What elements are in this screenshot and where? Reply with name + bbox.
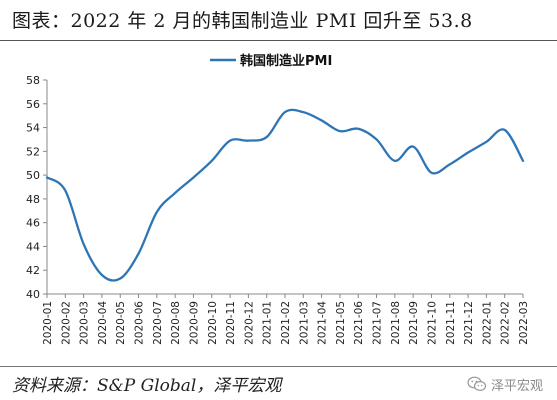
y-tick-label: 52	[26, 145, 40, 158]
watermark-label: 泽平宏观	[490, 378, 543, 394]
x-tick-label: 2020-03	[79, 301, 91, 345]
wechat-icon	[467, 376, 487, 392]
page-title: 图表：2022 年 2 月的韩国制造业 PMI 回升至 53.8	[12, 10, 473, 32]
y-tick-label: 48	[26, 193, 40, 206]
x-tick-label: 2022-03	[518, 301, 530, 345]
x-tick-label: 2020-02	[60, 301, 72, 345]
x-tick-label: 2021-10	[426, 301, 438, 345]
source-note: 资料来源：S&P Global，泽平宏观	[12, 376, 282, 396]
x-tick-label: 2020-10	[207, 301, 219, 345]
x-tick-label: 2021-01	[262, 301, 274, 345]
x-tick-label: 2022-01	[481, 301, 493, 345]
legend-label: 韩国制造业PMI	[240, 53, 332, 69]
x-tick-label: 2021-03	[298, 301, 310, 345]
x-tick-label: 2020-12	[243, 301, 255, 345]
x-tick-label: 2020-05	[115, 301, 127, 345]
y-tick-label: 50	[26, 169, 40, 182]
x-tick-label: 2020-07	[152, 301, 164, 345]
x-axis: 2020-01 2020-02 2020-03 2020-04 2020-05 2020-…	[42, 293, 530, 345]
y-tick-label: 58	[26, 74, 40, 87]
x-tick-label: 2020-09	[188, 301, 200, 345]
y-tick-label: 46	[26, 217, 40, 230]
x-tick-label: 2020-06	[134, 301, 146, 345]
y-tick-label: 54	[26, 122, 40, 135]
x-tick-label: 2021-11	[445, 301, 457, 345]
x-tick-label: 2021-04	[317, 301, 329, 345]
y-tick-label: 42	[26, 264, 40, 277]
source-divider	[0, 366, 557, 367]
x-tick-label: 2020-01	[42, 301, 54, 345]
x-tick-label: 2022-02	[500, 301, 512, 345]
y-tick-label: 56	[26, 98, 40, 111]
x-tick-label: 2021-08	[390, 301, 402, 345]
x-tick-label: 2020-11	[225, 301, 237, 345]
watermark: 泽平宏观	[467, 374, 543, 394]
x-tick-label: 2021-06	[353, 301, 365, 345]
y-axis: 40 42 44 46 48 50 52 54 56 58	[26, 74, 48, 301]
x-tick-label: 2021-05	[335, 301, 347, 345]
y-tick-label: 44	[26, 240, 40, 253]
x-tick-label: 2021-02	[280, 301, 292, 345]
x-tick-label: 2021-07	[372, 301, 384, 345]
y-tick-label: 40	[26, 288, 40, 301]
x-tick-label: 2020-08	[170, 301, 182, 345]
chart-legend: 韩国制造业PMI	[210, 53, 332, 69]
x-tick-label: 2021-12	[463, 301, 475, 345]
x-tick-label: 2021-09	[408, 301, 420, 345]
title-divider	[0, 40, 557, 41]
series-line-korea-pmi	[45, 108, 525, 282]
x-tick-label: 2020-04	[97, 301, 109, 345]
